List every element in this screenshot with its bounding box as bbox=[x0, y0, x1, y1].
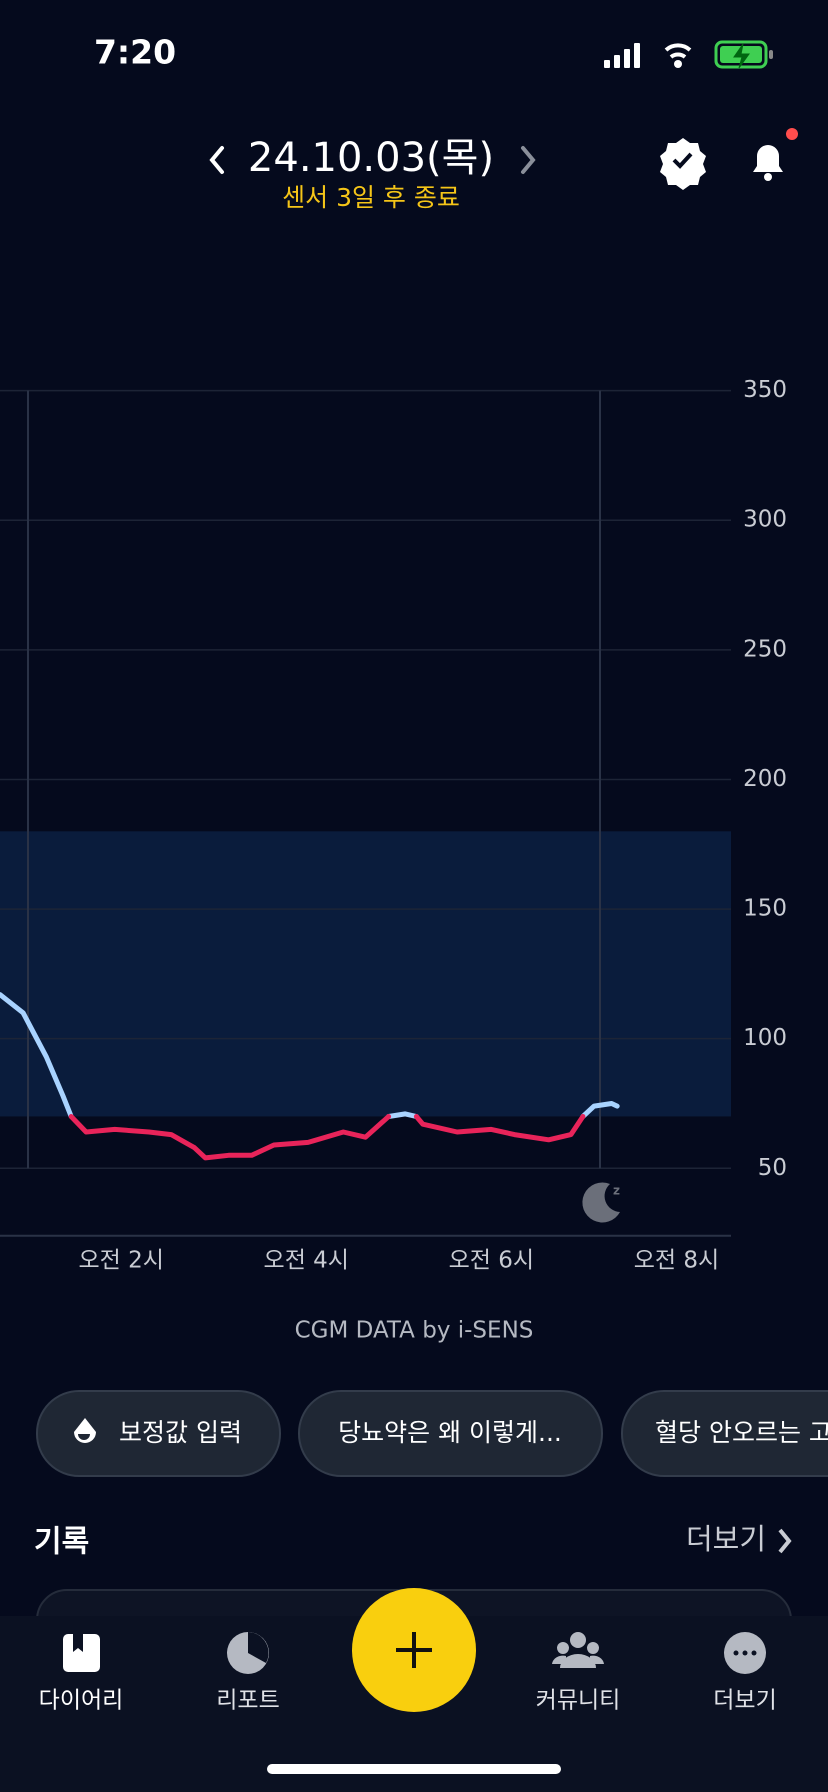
chip[interactable]: 혈당 안오르는 고 bbox=[621, 1390, 828, 1477]
target-range bbox=[0, 831, 731, 1117]
y-tick-label: 250 bbox=[743, 636, 787, 662]
y-tick-label: 350 bbox=[743, 377, 787, 403]
tab[interactable]: 커뮤니티 bbox=[536, 1632, 621, 1714]
y-tick-label: 100 bbox=[743, 1025, 787, 1051]
records-title: 기록 bbox=[34, 1525, 89, 1560]
home-indicator bbox=[267, 1764, 561, 1774]
glucose-line bbox=[413, 1114, 586, 1143]
sleep-icon: z bbox=[582, 1182, 620, 1223]
sensor-notice: 센서 3일 후 종료 bbox=[282, 183, 460, 212]
x-tick-label: 오전 4시 bbox=[264, 1248, 349, 1274]
x-tick-label: 오전 2시 bbox=[78, 1248, 163, 1274]
chip-label: 혈당 안오르는 고 bbox=[655, 1418, 828, 1447]
tab[interactable]: 더보기 bbox=[713, 1632, 777, 1714]
chip-label: 보정값 입력 bbox=[119, 1418, 242, 1447]
data-credit: CGM DATA by i-SENS bbox=[295, 1318, 534, 1344]
tab[interactable]: 리포트 bbox=[216, 1632, 280, 1714]
status-icons bbox=[604, 40, 773, 69]
glucose-line bbox=[580, 1101, 620, 1119]
more-arrow bbox=[778, 1528, 792, 1554]
glucose-line bbox=[386, 1111, 419, 1119]
y-tick-label: 50 bbox=[758, 1155, 787, 1181]
notification-icon[interactable] bbox=[753, 128, 798, 181]
x-tick-label: 오전 8시 bbox=[634, 1248, 719, 1274]
x-tick-label: 오전 6시 bbox=[449, 1248, 534, 1274]
chip[interactable]: 당뇨약은 왜 이렇게... bbox=[298, 1390, 603, 1477]
status-time: 7:20 bbox=[94, 33, 176, 72]
tab-label: 리포트 bbox=[216, 1688, 279, 1714]
tab-label: 커뮤니티 bbox=[536, 1688, 621, 1714]
header-date: 24.10.03(목) bbox=[248, 135, 494, 181]
glucose-chart: 50 100 150 200 250 300 350 오전 2시 오전 4시 오전 6시 오전 8시 bbox=[0, 377, 787, 1274]
verified-icon[interactable] bbox=[660, 138, 706, 190]
tab-label: 다이어리 bbox=[39, 1688, 124, 1714]
y-tick-label: 200 bbox=[743, 766, 787, 792]
y-tick-label: 300 bbox=[743, 507, 787, 533]
y-tick-label: 150 bbox=[743, 896, 787, 922]
tab[interactable]: 다이어리 bbox=[39, 1634, 124, 1714]
add-button[interactable] bbox=[352, 1588, 476, 1712]
chip-label: 당뇨약은 왜 이렇게... bbox=[338, 1418, 562, 1447]
prev-day[interactable] bbox=[209, 146, 224, 174]
chip[interactable]: 보정값 입력 bbox=[36, 1390, 281, 1477]
next-day[interactable] bbox=[521, 146, 536, 174]
glucose-line bbox=[0, 992, 74, 1119]
svg-text:z: z bbox=[613, 1184, 620, 1198]
glucose-line bbox=[68, 1114, 392, 1161]
tab-label: 더보기 bbox=[713, 1688, 776, 1714]
records-more[interactable]: 더보기 bbox=[686, 1522, 766, 1556]
chip-row: 보정값 입력 당뇨약은 왜 이렇게... 혈당 안오르는 고 bbox=[36, 1390, 828, 1477]
